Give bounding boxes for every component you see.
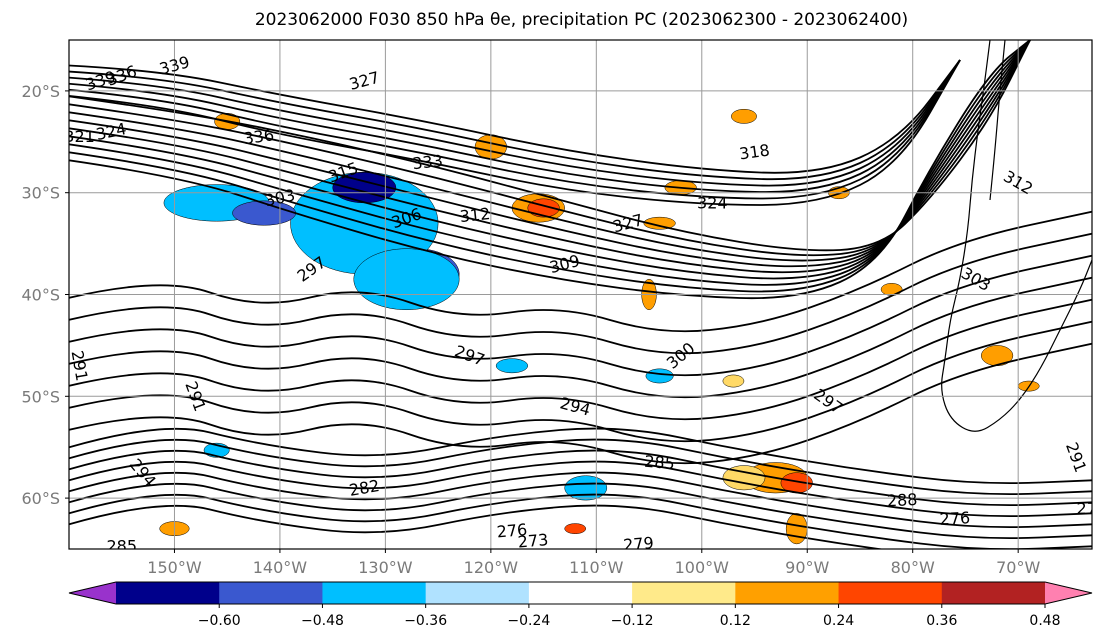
contour-line — [69, 298, 1092, 421]
lat-tick-label: 60°S — [21, 489, 60, 508]
precip-area — [645, 368, 674, 384]
contour-label: 276 — [939, 508, 970, 529]
contour-label: 285 — [106, 536, 137, 555]
contour-line — [69, 40, 1031, 257]
colorbar-extend-high — [1045, 582, 1092, 604]
precip-area — [731, 108, 757, 124]
colorbar-extend-low — [69, 582, 116, 604]
contour-line — [69, 40, 1031, 268]
contour-line — [69, 438, 1092, 496]
colorbar-swatch — [322, 582, 427, 604]
lon-tick-label: 90°W — [785, 558, 829, 577]
colorbar-outline — [68, 581, 1093, 605]
lon-tick-label: 80°W — [891, 558, 935, 577]
colorbar-swatch — [425, 582, 530, 604]
contour-label: 291 — [68, 349, 92, 382]
colorbar-swatch — [632, 582, 736, 604]
contour-line — [69, 493, 1092, 549]
contour-line — [69, 40, 1031, 280]
map-title: 2023062000 F030 850 hPa θe, precipitatio… — [254, 10, 909, 30]
contour-line — [69, 40, 1031, 300]
contour-line — [69, 59, 961, 187]
contour-line — [69, 482, 1092, 540]
lon-tick-label: 150°W — [147, 558, 202, 577]
contour-line — [69, 59, 961, 200]
colorbar-label: −0.48 — [301, 613, 344, 629]
contour-line — [69, 59, 961, 206]
lat-tick-label: 20°S — [21, 82, 60, 101]
colorbar-label: 0.36 — [926, 613, 957, 629]
precip-area — [722, 374, 745, 388]
contour-line — [69, 40, 1031, 252]
colorbar-label: 0.48 — [1029, 613, 1060, 629]
contour-line — [69, 320, 1092, 443]
precip-area — [722, 465, 766, 491]
map-gridlines — [69, 40, 1092, 549]
lon-tick-label: 130°W — [358, 558, 413, 577]
colorbar-swatch — [735, 582, 840, 604]
contour-label: 336 — [242, 125, 275, 148]
precip-area — [785, 513, 808, 545]
contour-line — [69, 427, 1092, 485]
contour-line — [69, 40, 1031, 293]
colorbar-label: −0.60 — [198, 613, 241, 629]
contour-label: 285 — [644, 452, 676, 474]
colorbar-label: 0.24 — [823, 613, 854, 629]
coastline — [989, 40, 1006, 201]
contour-label: 279 — [622, 533, 654, 555]
lat-tick-label: 40°S — [21, 286, 60, 305]
colorbar-label: −0.24 — [507, 613, 550, 629]
colorbar: −0.60 −0.48 −0.36 −0.24 −0.12 0.12 0.24 0.36 0.4… — [68, 581, 1093, 629]
contour-line — [69, 276, 1092, 399]
contour-line — [69, 210, 1092, 333]
contour-line — [69, 342, 1092, 465]
lon-tick-label: 70°W — [996, 558, 1040, 577]
precip-area — [643, 216, 676, 230]
precip-area — [564, 523, 587, 534]
lat-tick-label: 50°S — [21, 387, 60, 406]
colorbar-swatch — [941, 582, 1046, 604]
coastline — [941, 40, 1092, 432]
colorbar-swatch — [528, 582, 633, 604]
lon-tick-label: 110°W — [569, 558, 624, 577]
precip-area — [880, 283, 903, 296]
south-america-coastline — [941, 40, 1092, 432]
contour-label: 276 — [496, 520, 528, 542]
contour-label: 333 — [411, 151, 443, 173]
colorbar-swatch — [219, 582, 323, 604]
precip-area — [495, 358, 529, 374]
contour-line — [69, 40, 1031, 262]
colorbar-label: −0.12 — [611, 613, 654, 629]
precip-area — [564, 475, 608, 501]
contour-line — [69, 254, 1092, 377]
colorbar-label: 0.12 — [720, 613, 751, 629]
contour-line — [69, 59, 961, 193]
contour-line — [69, 59, 961, 181]
contour-label: 324 — [697, 193, 728, 212]
lon-tick-label: 120°W — [464, 558, 519, 577]
colorbar-label: −0.36 — [404, 613, 447, 629]
colorbar-swatch — [116, 582, 220, 604]
theta-e-contours — [69, 40, 1092, 549]
contour-label: 312 — [459, 204, 491, 226]
contour-line — [69, 460, 1092, 518]
contour-line — [69, 59, 961, 174]
colorbar-swatch — [838, 582, 943, 604]
contour-line — [69, 449, 1092, 507]
contour-label: 273 — [517, 530, 549, 552]
lat-tick-label: 30°S — [21, 184, 60, 203]
contour-line — [69, 232, 1092, 355]
axis-labels: 150°W 140°W 130°W 120°W 110°W 100°W 90°W 80°W 70… — [21, 82, 1040, 577]
contour-label: 27 — [1077, 499, 1097, 518]
contour-label: 321 — [64, 127, 95, 146]
lon-tick-label: 100°W — [675, 558, 730, 577]
contour-label: 288 — [886, 490, 917, 511]
contour-line — [69, 40, 1031, 286]
lon-tick-label: 140°W — [253, 558, 308, 577]
contour-label: 318 — [738, 140, 771, 163]
contour-line — [69, 471, 1092, 529]
contour-line — [69, 504, 886, 549]
